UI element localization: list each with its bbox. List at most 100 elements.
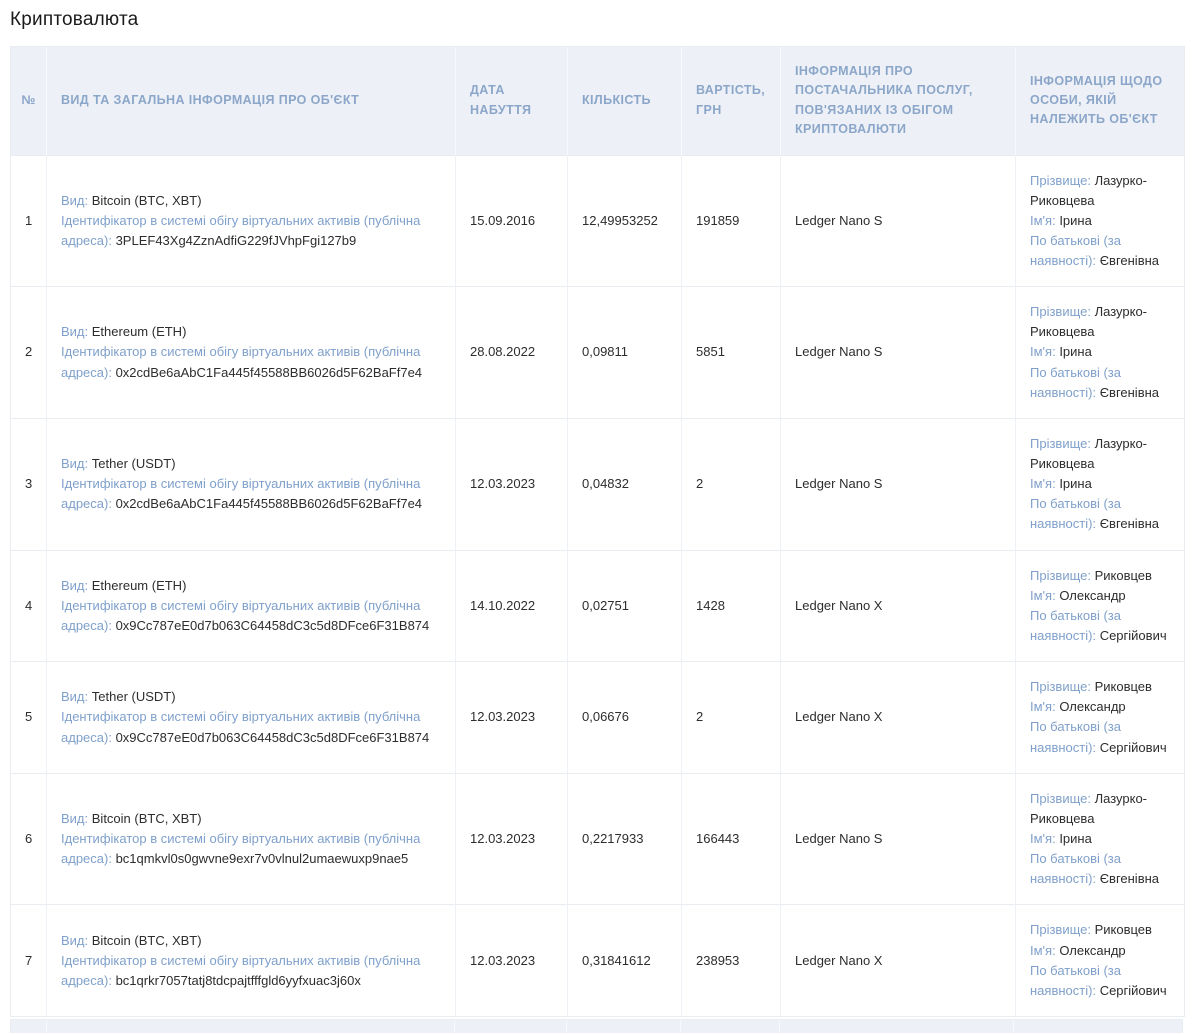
owner-patronymic-line: По батькові (за наявності): Сергійович [1030, 717, 1170, 757]
object-info-cell: Вид: Ethereum (ETH) Ідентифікатор в сист… [47, 549, 456, 662]
owner-name: Ірина [1059, 476, 1092, 492]
object-info-cell: Вид: Bitcoin (BTC, XBT) Ідентифікатор в … [47, 904, 456, 1016]
owner-name-line: Ім'я: Ірина [1030, 829, 1170, 849]
owner-patronymic: Євгенівна [1099, 871, 1160, 887]
owner-surname-line: Прізвище: Лазурко-Риковцева [1030, 171, 1170, 211]
owner-name-line: Ім'я: Ірина [1030, 342, 1170, 362]
row-number: 6 [25, 831, 33, 847]
wallet-address: 0x2cdBe6aAbC1Fa445f45588BB6026d5F62BaFf7… [115, 496, 423, 512]
owner-patronymic-line: По батькові (за наявності): Євгенівна [1030, 231, 1170, 271]
asset-identifier-line: Ідентифікатор в системі обігу віртуальни… [61, 707, 441, 747]
type-label: Вид: [61, 689, 89, 705]
acquisition-date: 28.08.2022 [470, 344, 536, 360]
service-provider: Ledger Nano X [795, 597, 883, 613]
identifier-label: Ідентифікатор в системі обігу віртуальни… [61, 212, 421, 248]
quantity-cell: 0,31841612 [568, 904, 682, 1016]
owner-name: Олександр [1059, 699, 1126, 715]
quantity-value: 0,31841612 [582, 952, 651, 968]
patronymic-label: По батькові (за наявності): [1030, 607, 1121, 644]
owner-patronymic-line: По батькові (за наявності): Сергійович [1030, 961, 1170, 1001]
owner-surname-line: Прізвище: Риковцев [1030, 920, 1170, 940]
row-number-cell: 6 [11, 772, 47, 905]
surname-label: Прізвище: [1030, 172, 1091, 188]
patronymic-label: По батькові (за наявності): [1030, 232, 1121, 269]
wallet-address: 0x2cdBe6aAbC1Fa445f45588BB6026d5F62BaFf7… [115, 364, 423, 380]
asset-type-line: Вид: Bitcoin (BTC, XBT) [61, 191, 441, 211]
next-row-segment [567, 1020, 681, 1033]
owner-name-line: Ім'я: Олександр [1030, 941, 1170, 961]
acquisition-date: 12.03.2023 [470, 952, 536, 968]
owner-surname: Лазурко-Риковцева [1030, 435, 1148, 472]
row-number-cell: 2 [11, 286, 47, 418]
next-row-segment [455, 1020, 568, 1033]
owner-surname: Лазурко-Риковцева [1030, 172, 1148, 208]
owner-patronymic-line: По батькові (за наявності): Євгенівна [1030, 849, 1170, 889]
owner-patronymic-line: По батькові (за наявності): Євгенівна [1030, 363, 1170, 403]
owner-surname: Лазурко-Риковцева [1030, 304, 1148, 340]
identifier-label: Ідентифікатор в системі обігу віртуальни… [61, 831, 421, 867]
type-label: Вид: [61, 577, 89, 593]
value-uah: 238953 [696, 952, 740, 968]
page-title: Криптовалюта [10, 9, 139, 30]
asset-identifier-line: Ідентифікатор в системі обігу віртуальни… [61, 474, 441, 514]
col-header-quantity: КІЛЬКІСТЬ [568, 47, 682, 155]
acquisition-date-cell: 12.03.2023 [456, 417, 568, 550]
acquisition-date-cell: 14.10.2022 [456, 549, 568, 662]
service-provider-cell: Ledger Nano X [781, 661, 1016, 773]
type-label: Вид: [61, 324, 89, 340]
name-label: Ім'я: [1030, 587, 1056, 603]
table-row: 3 Вид: Tether (USDT) Ідентифікатор в сис… [11, 417, 1184, 550]
owner-surname-line: Прізвище: Лазурко-Риковцева [1030, 434, 1170, 474]
row-number-cell: 3 [11, 417, 47, 550]
asset-type-line: Вид: Tether (USDT) [61, 687, 441, 707]
asset-type-value: Tether (USDT) [91, 456, 176, 472]
object-info-cell: Вид: Tether (USDT) Ідентифікатор в систе… [47, 661, 456, 773]
object-info-cell: Вид: Bitcoin (BTC, XBT) Ідентифікатор в … [47, 154, 456, 287]
table-header-row: № ВИД ТА ЗАГАЛЬНА ІНФОРМАЦІЯ ПРО ОБ'ЄКТ … [11, 47, 1184, 155]
owner-name-line: Ім'я: Ірина [1030, 211, 1170, 231]
name-label: Ім'я: [1030, 212, 1056, 228]
owner-surname-line: Прізвище: Риковцев [1030, 677, 1170, 697]
service-provider-cell: Ledger Nano X [781, 549, 1016, 662]
value-uah-cell: 5851 [682, 286, 781, 418]
quantity-value: 0,06676 [582, 709, 629, 725]
row-number: 7 [25, 952, 33, 968]
service-provider-cell: Ledger Nano S [781, 772, 1016, 905]
col-header-acquisition-date: ДАТА НАБУТТЯ [456, 47, 568, 155]
col-header-owner-info: ІНФОРМАЦІЯ ЩОДО ОСОБИ, ЯКІЙ НАЛЕЖИТЬ ОБ'… [1016, 47, 1184, 155]
surname-label: Прізвище: [1030, 567, 1091, 583]
next-row-segment [681, 1020, 780, 1033]
patronymic-label: По батькові (за наявності): [1030, 719, 1121, 755]
owner-patronymic-line: По батькові (за наявності): Євгенівна [1030, 494, 1170, 534]
patronymic-label: По батькові (за наявності): [1030, 962, 1121, 998]
acquisition-date-cell: 12.03.2023 [456, 772, 568, 905]
col-header-object-info: ВИД ТА ЗАГАЛЬНА ІНФОРМАЦІЯ ПРО ОБ'ЄКТ [47, 47, 456, 155]
row-number-cell: 7 [11, 904, 47, 1016]
quantity-cell: 0,04832 [568, 417, 682, 550]
table-body: 1 Вид: Bitcoin (BTC, XBT) Ідентифікатор … [11, 154, 1184, 1016]
owner-surname-line: Прізвище: Лазурко-Риковцева [1030, 789, 1170, 829]
value-uah-cell: 238953 [682, 904, 781, 1016]
owner-info-cell: Прізвище: Риковцев Ім'я: Олександр По ба… [1016, 904, 1184, 1016]
asset-identifier-line: Ідентифікатор в системі обігу віртуальни… [61, 951, 441, 991]
table-header: № ВИД ТА ЗАГАЛЬНА ІНФОРМАЦІЯ ПРО ОБ'ЄКТ … [11, 47, 1184, 155]
owner-name-line: Ім'я: Олександр [1030, 586, 1170, 606]
acquisition-date: 12.03.2023 [470, 831, 536, 847]
asset-identifier-line: Ідентифікатор в системі обігу віртуальни… [61, 596, 441, 636]
table-row: 7 Вид: Bitcoin (BTC, XBT) Ідентифікатор … [11, 904, 1184, 1016]
crypto-table: № ВИД ТА ЗАГАЛЬНА ІНФОРМАЦІЯ ПРО ОБ'ЄКТ … [10, 46, 1185, 1017]
service-provider: Ledger Nano X [795, 709, 883, 725]
owner-info-cell: Прізвище: Лазурко-Риковцева Ім'я: Ірина … [1016, 417, 1184, 550]
owner-name: Ірина [1059, 212, 1092, 228]
surname-label: Прізвище: [1030, 679, 1091, 695]
surname-label: Прізвище: [1030, 304, 1091, 320]
value-uah: 166443 [696, 831, 740, 847]
object-info-cell: Вид: Tether (USDT) Ідентифікатор в систе… [47, 417, 456, 550]
type-label: Вид: [61, 810, 89, 826]
service-provider-cell: Ledger Nano S [781, 417, 1016, 550]
acquisition-date: 12.03.2023 [470, 709, 536, 725]
surname-label: Прізвище: [1030, 435, 1091, 451]
table-row: 2 Вид: Ethereum (ETH) Ідентифікатор в си… [11, 286, 1184, 418]
table-row: 1 Вид: Bitcoin (BTC, XBT) Ідентифікатор … [11, 154, 1184, 287]
